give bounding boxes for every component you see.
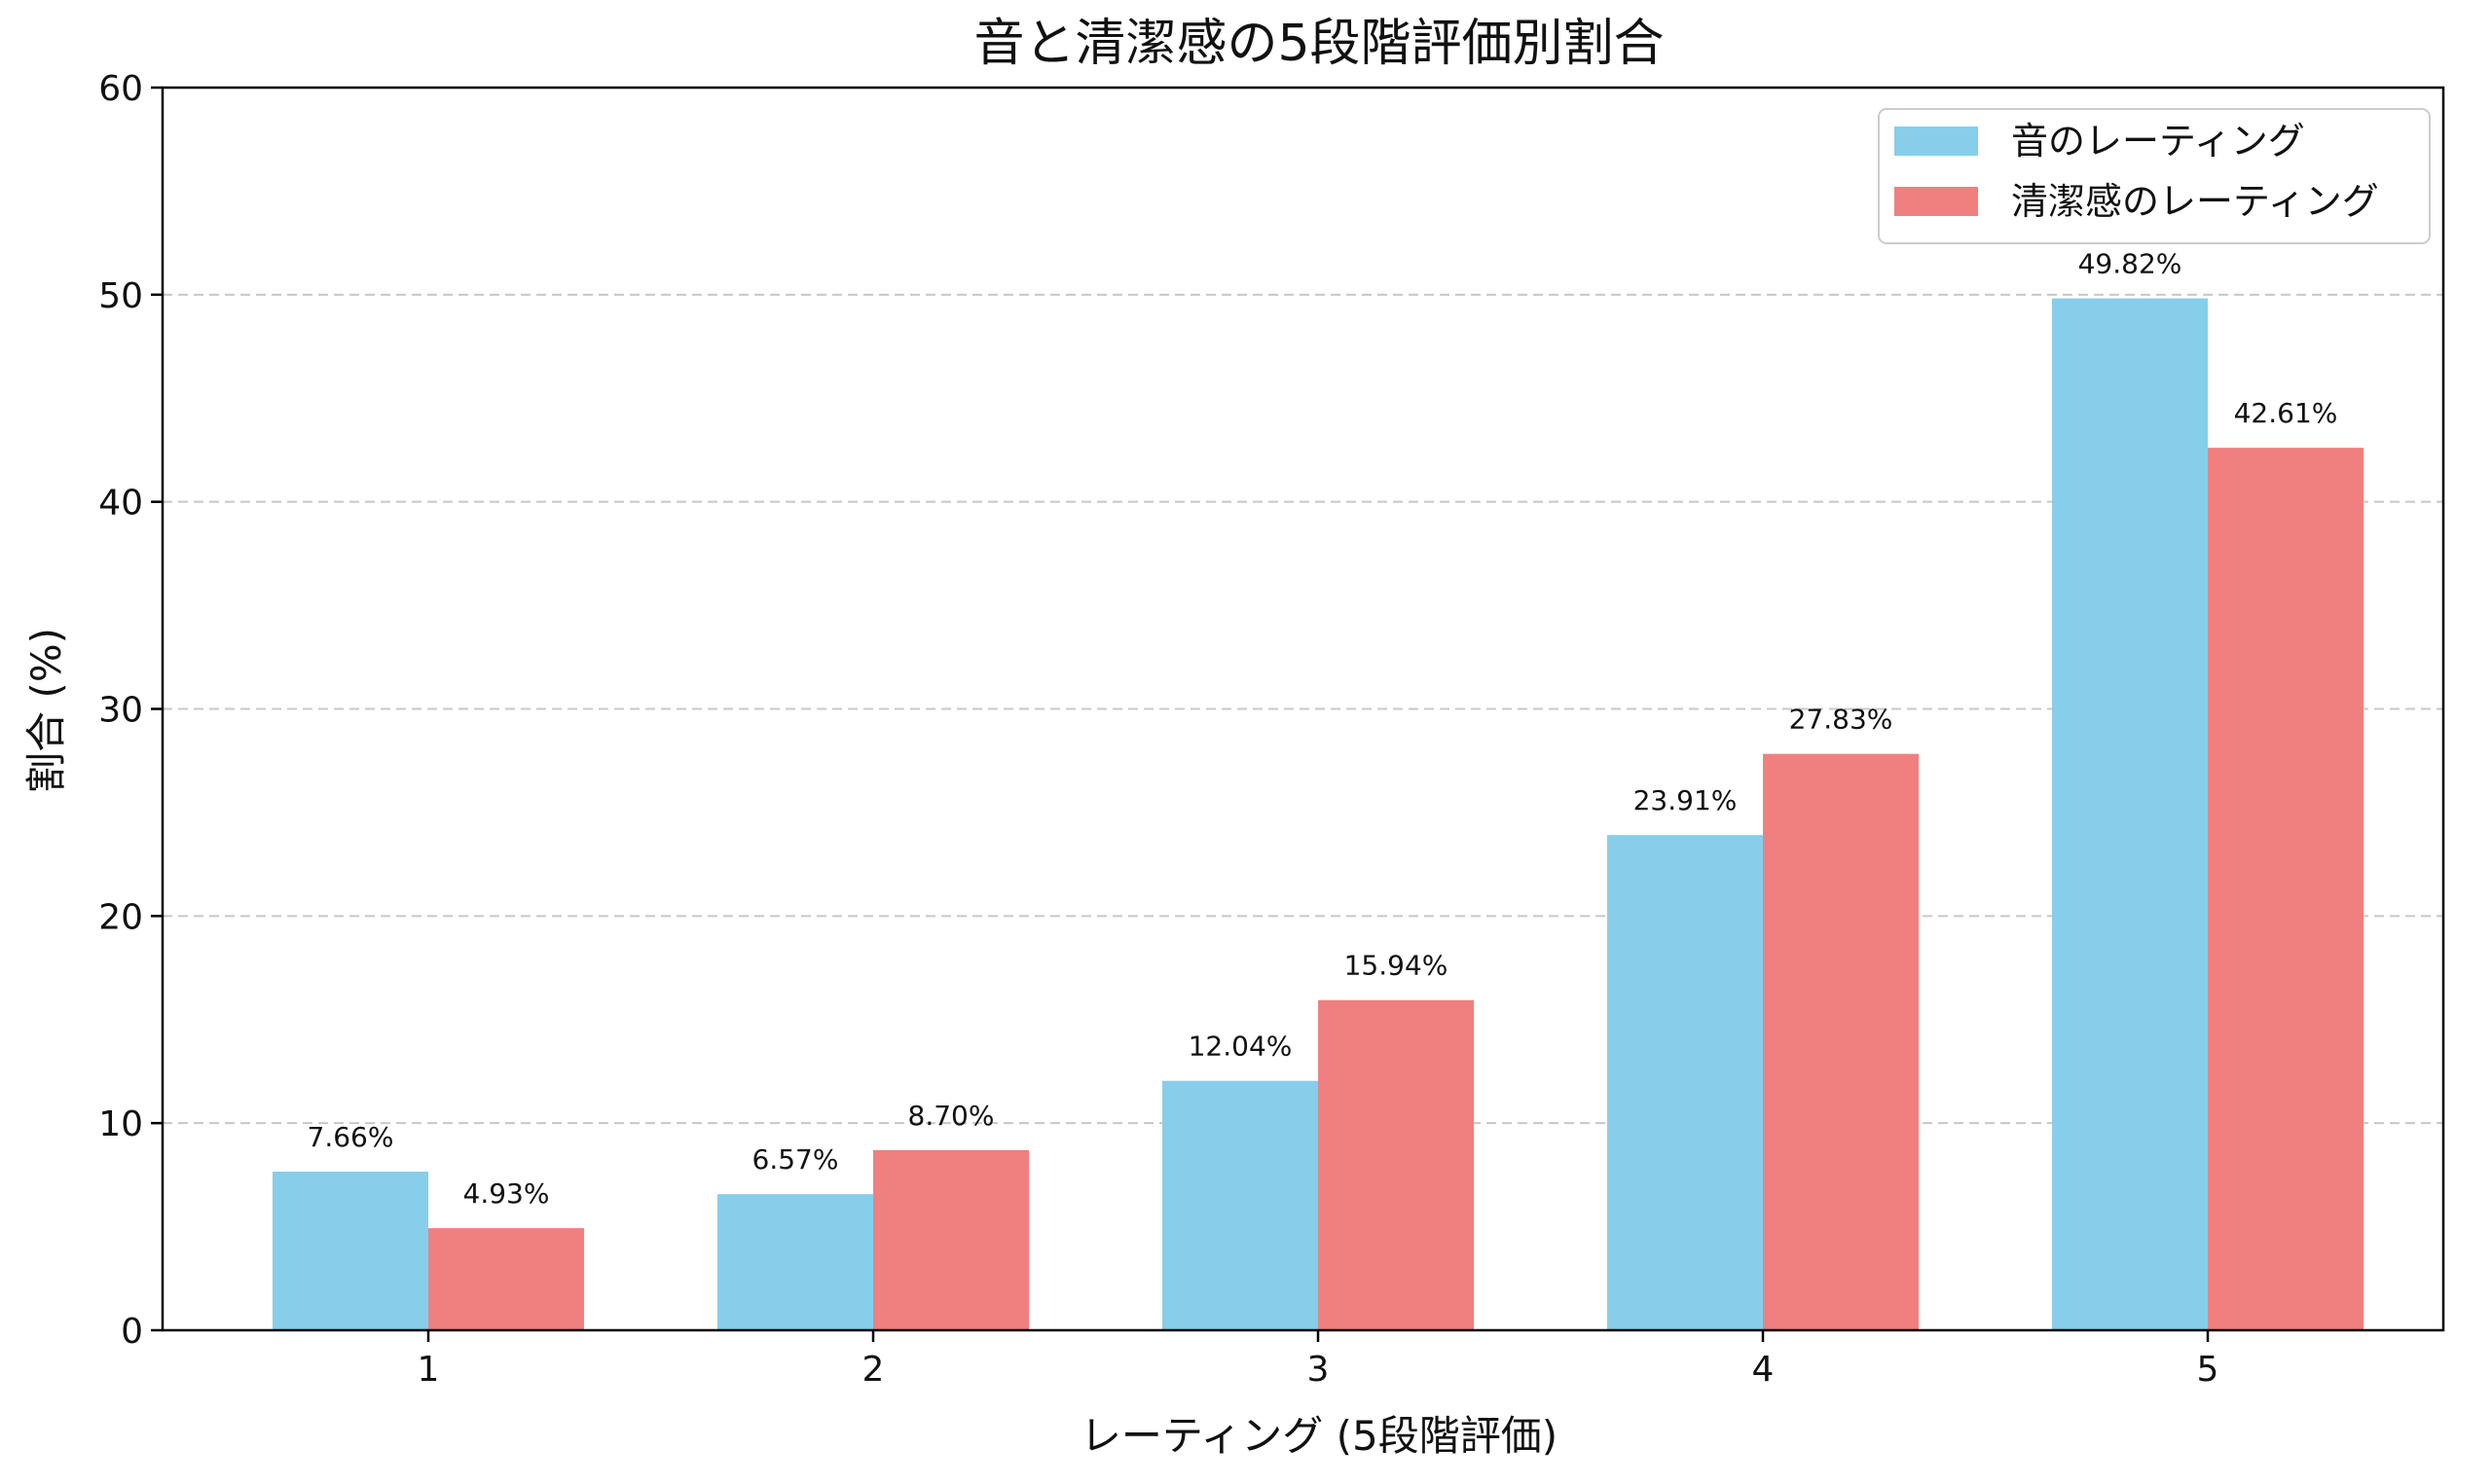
- bar-sound-3: [1162, 1080, 1318, 1330]
- data-labels: 7.66% 6.57% 12.04% 23.91% 49.82% 4.93% 8.70% 15…: [308, 248, 2338, 1210]
- x-axis-label: レーティング (5段階評価): [1081, 1412, 1558, 1460]
- data-label: 4.93%: [463, 1177, 550, 1210]
- bar-sound-5: [2052, 298, 2208, 1331]
- y-tick-label: 50: [98, 276, 143, 316]
- y-axis-ticks: 0 10 20 30 40 50 60: [98, 69, 163, 1352]
- y-axis-label: 割合 (%): [22, 628, 70, 793]
- bar-sound-2: [717, 1194, 873, 1330]
- bar-cleanliness-5: [2208, 448, 2364, 1330]
- data-label: 49.82%: [2078, 248, 2182, 280]
- data-label: 15.94%: [1344, 950, 1448, 982]
- data-label: 42.61%: [2234, 397, 2338, 429]
- bar-cleanliness-1: [428, 1228, 584, 1330]
- bar-cleanliness-2: [873, 1149, 1029, 1330]
- legend-swatch: [1894, 127, 1978, 156]
- data-label: 12.04%: [1189, 1031, 1293, 1063]
- y-tick-label: 0: [121, 1312, 143, 1352]
- y-tick-label: 20: [98, 897, 143, 937]
- data-label: 23.91%: [1633, 784, 1738, 816]
- x-tick-label: 3: [1307, 1350, 1330, 1390]
- y-tick-label: 40: [98, 484, 143, 524]
- data-label: 7.66%: [308, 1121, 394, 1153]
- data-label: 8.70%: [908, 1100, 995, 1132]
- legend-box: [1878, 108, 2431, 244]
- y-tick-label: 10: [98, 1104, 143, 1144]
- bar-cleanliness-3: [1318, 999, 1474, 1330]
- data-label: 27.83%: [1789, 704, 1893, 736]
- bar-sound-1: [273, 1171, 428, 1330]
- x-axis-ticks: 1 2 3 4 5: [418, 1330, 2219, 1390]
- x-tick-label: 1: [418, 1350, 440, 1390]
- legend-label: 音のレーティング: [2011, 120, 2305, 163]
- legend-label: 清潔感のレーティング: [2011, 180, 2379, 223]
- bars: [273, 298, 2364, 1331]
- x-tick-label: 5: [2197, 1350, 2219, 1390]
- y-tick-label: 30: [98, 691, 143, 731]
- x-tick-label: 4: [1752, 1350, 1775, 1390]
- y-tick-label: 60: [98, 69, 143, 109]
- bar-sound-4: [1607, 835, 1763, 1330]
- x-tick-label: 2: [862, 1350, 885, 1390]
- data-label: 6.57%: [752, 1143, 839, 1176]
- legend-swatch: [1894, 187, 1978, 216]
- chart-title: 音と清潔感の5段階評価別割合: [973, 15, 1664, 73]
- bar-cleanliness-4: [1763, 753, 1919, 1330]
